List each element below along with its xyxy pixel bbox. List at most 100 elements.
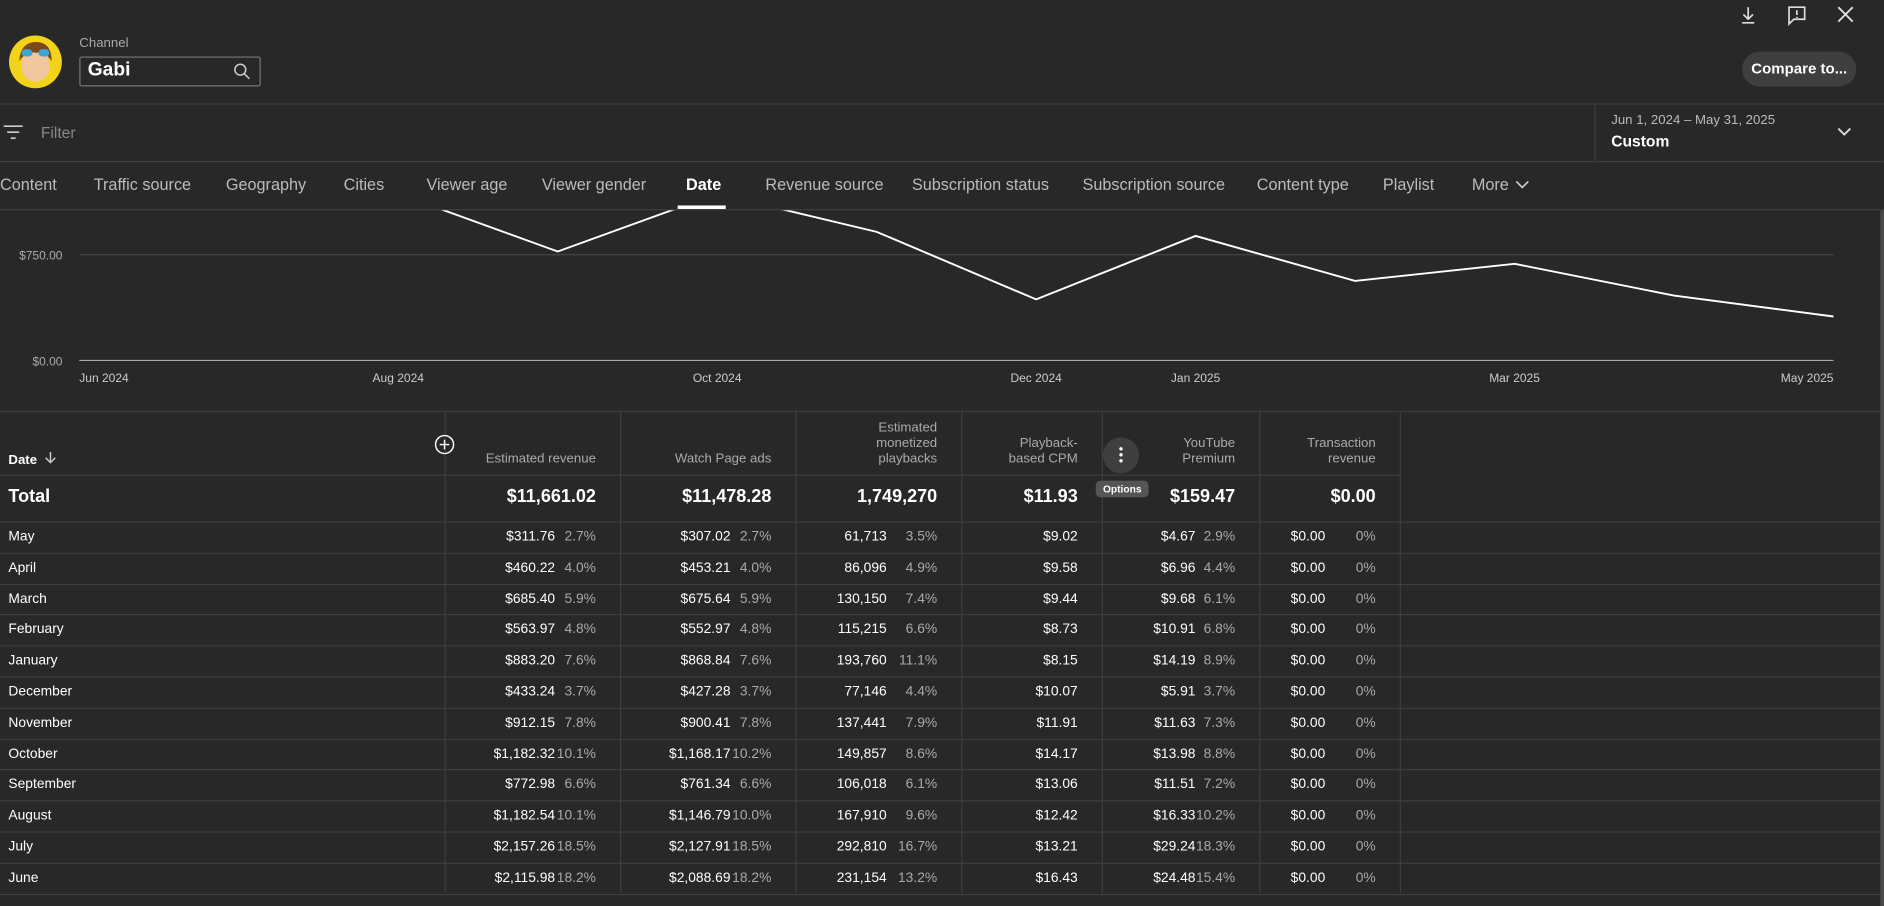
cell-percent: 10.2% xyxy=(732,746,772,762)
add-column-icon[interactable] xyxy=(434,434,456,456)
tab[interactable]: Playlist xyxy=(1382,175,1435,194)
download-icon[interactable] xyxy=(1742,7,1755,24)
compare-button[interactable]: Compare to... xyxy=(1742,51,1857,87)
feedback-icon[interactable] xyxy=(1788,6,1806,27)
row-divider xyxy=(0,893,1881,895)
tab[interactable]: Viewer gender xyxy=(541,175,647,194)
tab[interactable]: Subscription source xyxy=(1082,175,1226,194)
date-range[interactable]: Jun 1, 2024 – May 31, 2025 xyxy=(1611,112,1776,128)
tab[interactable]: Traffic source xyxy=(93,175,192,194)
tab[interactable]: Viewer age xyxy=(426,175,508,194)
total-value: $11,478.28 xyxy=(682,486,772,508)
row-divider xyxy=(0,769,1881,771)
cell-percent: 5.9% xyxy=(564,591,596,607)
column-header[interactable]: Watch Page ads xyxy=(674,451,772,467)
x-tick-label: Mar 2025 xyxy=(1489,371,1540,385)
cell-value: $0.00 xyxy=(1290,529,1326,545)
cell-percent: 2.9% xyxy=(1203,529,1236,545)
total-value: 1,749,270 xyxy=(856,486,938,508)
cell-percent: 16.7% xyxy=(897,839,938,855)
cell-value: $912.15 xyxy=(505,715,556,731)
tab[interactable]: Subscription status xyxy=(911,175,1049,194)
search-icon[interactable] xyxy=(233,62,251,80)
column-header[interactable]: Playback-based CPM xyxy=(1008,436,1078,467)
cell-value: $2,115.98 xyxy=(494,870,556,886)
cell-percent: 0% xyxy=(1355,839,1376,855)
cell-percent: 0% xyxy=(1355,653,1376,669)
tab[interactable]: More xyxy=(1472,175,1529,193)
cell-value: 137,441 xyxy=(836,715,887,731)
cell-value: $0.00 xyxy=(1290,591,1326,607)
channel-label: Channel xyxy=(79,36,129,51)
column-header[interactable]: Transaction revenue xyxy=(1307,436,1376,467)
cell-value: $4.67 xyxy=(1160,529,1196,545)
series xyxy=(441,210,1834,318)
toolbar-icons xyxy=(1742,6,1854,27)
column-divider xyxy=(619,412,622,893)
cell-percent: 9.6% xyxy=(905,808,938,824)
cell-value: $1,182.54 xyxy=(493,808,556,824)
row-label: November xyxy=(8,715,73,731)
cell-value: $0.00 xyxy=(1290,808,1326,824)
cell-value: $9.02 xyxy=(1043,529,1078,545)
tooltip: Options xyxy=(1095,480,1149,498)
cell-percent: 2.7% xyxy=(564,529,596,545)
cell-percent: 0% xyxy=(1355,560,1376,576)
cell-percent: 11.1% xyxy=(899,653,938,669)
options-button[interactable] xyxy=(1102,437,1140,474)
filter-input[interactable]: Filter xyxy=(40,123,76,142)
cell-value: $9.58 xyxy=(1043,560,1078,576)
dropdown-chevron[interactable] xyxy=(1836,126,1853,138)
cell-value: $9.68 xyxy=(1160,591,1196,607)
cell-value: 167,910 xyxy=(836,808,887,824)
column-header[interactable]: YouTube Premium xyxy=(1182,436,1236,467)
cell-percent: 10.2% xyxy=(1195,808,1236,824)
divider xyxy=(0,209,1884,211)
cell-percent: 6.8% xyxy=(1203,622,1236,638)
cell-value: 231,154 xyxy=(836,870,887,886)
tab[interactable]: Date xyxy=(686,175,722,194)
x-tick-label: Jan 2025 xyxy=(1171,371,1221,385)
cell-value: $14.17 xyxy=(1035,746,1078,762)
row-divider xyxy=(0,862,1881,864)
column-header[interactable]: Estimated monetized playbacks xyxy=(876,420,938,467)
cell-value: $552.97 xyxy=(680,622,731,638)
scrollbar[interactable] xyxy=(1880,210,1884,906)
cell-value: $761.34 xyxy=(680,777,731,793)
tab[interactable]: Cities xyxy=(343,175,385,194)
cell-value: $16.33 xyxy=(1153,808,1196,824)
x-tick-label: Jun 2024 xyxy=(79,371,129,385)
cell-percent: 4.0% xyxy=(564,560,596,576)
cell-percent: 0% xyxy=(1355,622,1376,638)
divider xyxy=(0,474,1400,476)
cell-value: $29.24 xyxy=(1153,839,1196,855)
cell-percent: 13.2% xyxy=(897,870,938,886)
tab[interactable]: Revenue source xyxy=(765,175,884,194)
date-preset[interactable]: Custom xyxy=(1611,132,1670,151)
cell-percent: 18.5% xyxy=(732,839,772,855)
row-divider xyxy=(0,614,1881,616)
channel-input[interactable]: Gabi xyxy=(79,56,261,87)
cell-value: $16.43 xyxy=(1035,870,1078,886)
sort-header[interactable]: Date xyxy=(8,451,56,467)
cell-value: $10.91 xyxy=(1153,622,1196,638)
tab[interactable]: Content type xyxy=(1256,175,1349,194)
cell-percent: 3.7% xyxy=(1203,684,1236,700)
cell-value: 193,760 xyxy=(836,653,887,669)
cell-value: $2,088.69 xyxy=(669,870,731,886)
column-divider xyxy=(795,412,797,893)
column-header[interactable]: Estimated revenue xyxy=(485,451,596,467)
column-divider xyxy=(1399,412,1401,893)
filter-icon[interactable] xyxy=(3,125,23,139)
close-icon[interactable] xyxy=(1837,6,1854,23)
tab[interactable]: Content xyxy=(0,175,57,194)
row-label: August xyxy=(8,808,52,824)
cell-value: $10.07 xyxy=(1035,684,1078,700)
cell-value: $6.96 xyxy=(1160,560,1196,576)
x-tick-label: Aug 2024 xyxy=(373,371,425,385)
cell-value: $460.22 xyxy=(505,560,556,576)
cell-percent: 10.1% xyxy=(556,808,596,824)
cell-percent: 10.1% xyxy=(556,746,596,762)
tab[interactable]: Geography xyxy=(225,175,307,194)
